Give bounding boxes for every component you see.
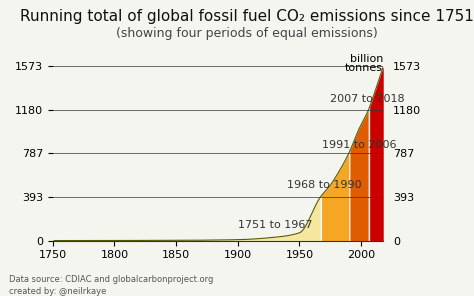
Text: 2007 to 2018: 2007 to 2018 xyxy=(330,94,405,104)
Text: Data source: CDIAC and globalcarbonproject.org: Data source: CDIAC and globalcarbonproje… xyxy=(9,275,214,284)
Text: tonnes: tonnes xyxy=(345,63,383,73)
Text: 1968 to 1990: 1968 to 1990 xyxy=(287,180,362,190)
Text: (showing four periods of equal emissions): (showing four periods of equal emissions… xyxy=(116,27,377,40)
Text: 1991 to 2006: 1991 to 2006 xyxy=(321,140,396,150)
Text: billion: billion xyxy=(350,54,383,64)
Text: created by: @neilrkaye: created by: @neilrkaye xyxy=(9,287,107,296)
Text: Running total of global fossil fuel CO₂ emissions since 1751: Running total of global fossil fuel CO₂ … xyxy=(19,9,474,24)
Text: 1751 to 1967: 1751 to 1967 xyxy=(238,220,312,230)
